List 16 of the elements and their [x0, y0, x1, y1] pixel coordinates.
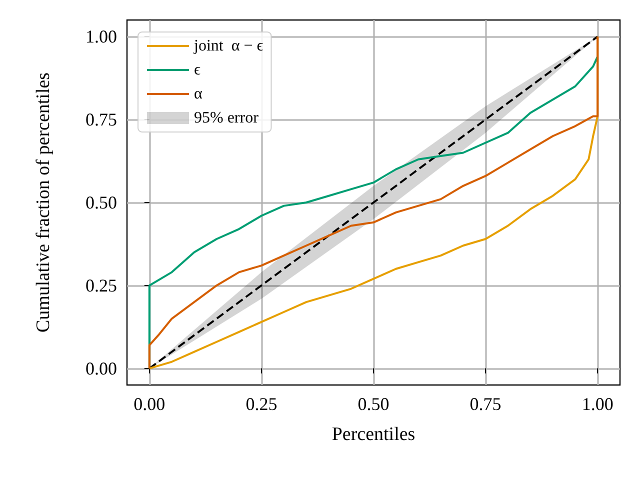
y-tick-label: 1.00 [86, 26, 117, 47]
legend-label: joint α − ϵ [193, 38, 264, 54]
y-tick-label: 0.75 [86, 110, 117, 130]
y-axis-title: Cumulative fraction of percentiles [33, 72, 54, 333]
legend-label: ϵ [194, 62, 201, 78]
x-axis-title: Percentiles [332, 424, 416, 445]
legend-label: α [194, 86, 203, 102]
y-tick-label: 0.00 [86, 358, 117, 378]
x-tick-label: 0.25 [246, 394, 278, 414]
x-tick-label: 1.00 [582, 394, 614, 414]
x-tick-label: 0.50 [358, 394, 390, 414]
y-tick-label: 0.50 [86, 192, 117, 212]
x-tick-label: 0.75 [470, 394, 502, 414]
x-tick-label: 0.00 [134, 394, 166, 414]
y-tick-label: 0.25 [86, 275, 117, 296]
legend-label: 95% error [194, 110, 260, 126]
